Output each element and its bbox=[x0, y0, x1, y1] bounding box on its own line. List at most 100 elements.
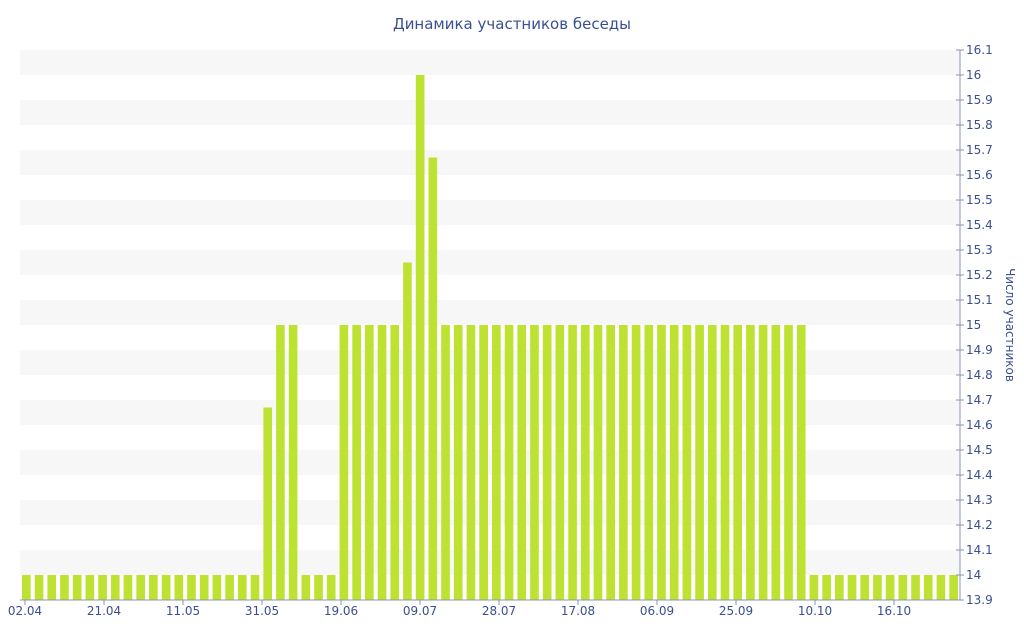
bar[interactable] bbox=[85, 575, 95, 600]
bar[interactable] bbox=[339, 325, 349, 600]
x-tick-label: 31.05 bbox=[245, 604, 279, 618]
bar[interactable] bbox=[479, 325, 488, 600]
bar[interactable] bbox=[911, 575, 920, 600]
bar[interactable] bbox=[517, 325, 527, 600]
bar[interactable] bbox=[377, 325, 387, 600]
bar[interactable] bbox=[542, 325, 552, 600]
bar[interactable] bbox=[352, 325, 361, 600]
bar[interactable] bbox=[123, 575, 133, 600]
bar[interactable] bbox=[873, 575, 882, 600]
bar[interactable] bbox=[606, 325, 615, 600]
bar[interactable] bbox=[593, 325, 603, 600]
x-tick-label: 17.08 bbox=[561, 604, 595, 618]
bar[interactable] bbox=[428, 157, 438, 601]
bar[interactable] bbox=[276, 325, 285, 600]
bar[interactable] bbox=[199, 575, 209, 600]
bar[interactable] bbox=[822, 575, 831, 600]
y-tick-label: 15.9 bbox=[966, 93, 993, 107]
y-tick-label: 15.5 bbox=[966, 193, 993, 207]
x-tick-label: 11.05 bbox=[166, 604, 200, 618]
bar[interactable] bbox=[263, 407, 273, 601]
bar[interactable] bbox=[212, 575, 222, 600]
grid-band bbox=[20, 350, 960, 375]
bar[interactable] bbox=[949, 575, 958, 600]
bar[interactable] bbox=[720, 325, 730, 600]
bar[interactable] bbox=[34, 575, 44, 600]
bar[interactable] bbox=[682, 325, 692, 600]
bar[interactable] bbox=[860, 575, 870, 600]
bar[interactable] bbox=[237, 575, 247, 600]
bar[interactable] bbox=[580, 325, 590, 600]
bar[interactable] bbox=[885, 575, 895, 600]
bar[interactable] bbox=[619, 325, 628, 600]
y-tick-label: 14.1 bbox=[966, 543, 993, 557]
bar[interactable] bbox=[187, 575, 196, 600]
x-tick-label: 21.04 bbox=[87, 604, 121, 618]
bar[interactable] bbox=[60, 575, 69, 600]
bar[interactable] bbox=[110, 575, 120, 600]
bar[interactable] bbox=[796, 325, 806, 600]
bar[interactable] bbox=[758, 325, 768, 600]
grid-band bbox=[20, 100, 960, 125]
bar[interactable] bbox=[390, 325, 400, 600]
x-tick-label: 19.06 bbox=[324, 604, 358, 618]
bar[interactable] bbox=[568, 325, 577, 600]
x-tick-label: 16.10 bbox=[877, 604, 911, 618]
x-tick-label: 06.09 bbox=[640, 604, 674, 618]
bar[interactable] bbox=[250, 575, 260, 600]
bar[interactable] bbox=[809, 575, 819, 600]
bar[interactable] bbox=[225, 575, 234, 600]
bar[interactable] bbox=[301, 575, 311, 600]
bar[interactable] bbox=[72, 575, 82, 600]
bar[interactable] bbox=[835, 575, 844, 600]
grid-band bbox=[20, 500, 960, 525]
bar[interactable] bbox=[441, 325, 450, 600]
y-tick-label: 15.4 bbox=[966, 218, 993, 232]
bar[interactable] bbox=[453, 325, 463, 600]
bar[interactable] bbox=[733, 325, 743, 600]
bar[interactable] bbox=[98, 575, 107, 600]
bar[interactable] bbox=[174, 575, 184, 600]
bar[interactable] bbox=[314, 575, 323, 600]
bar[interactable] bbox=[47, 575, 57, 600]
y-tick-label: 15.3 bbox=[966, 243, 993, 257]
bar[interactable] bbox=[403, 262, 412, 601]
bar[interactable] bbox=[492, 325, 501, 600]
bar[interactable] bbox=[657, 325, 666, 600]
bar[interactable] bbox=[466, 325, 476, 600]
bar[interactable] bbox=[530, 325, 539, 600]
bar[interactable] bbox=[707, 325, 717, 600]
bar[interactable] bbox=[415, 75, 425, 600]
grid-band bbox=[20, 300, 960, 325]
bar[interactable] bbox=[136, 575, 145, 600]
grid-band bbox=[20, 50, 960, 75]
bar[interactable] bbox=[149, 575, 158, 600]
bar[interactable] bbox=[669, 325, 679, 600]
bar[interactable] bbox=[771, 325, 781, 600]
bar[interactable] bbox=[288, 325, 298, 600]
bar[interactable] bbox=[936, 575, 946, 600]
bar[interactable] bbox=[504, 325, 514, 600]
bar[interactable] bbox=[784, 325, 793, 600]
y-tick-label: 14.4 bbox=[966, 468, 993, 482]
bar[interactable] bbox=[326, 575, 336, 600]
bar[interactable] bbox=[695, 325, 704, 600]
bar[interactable] bbox=[898, 575, 908, 600]
bar[interactable] bbox=[746, 325, 755, 600]
bar[interactable] bbox=[847, 575, 857, 600]
grid-bands bbox=[20, 50, 960, 575]
grid-band bbox=[20, 450, 960, 475]
bar[interactable] bbox=[365, 325, 374, 600]
grid-band bbox=[20, 250, 960, 275]
bar[interactable] bbox=[923, 575, 933, 600]
bar[interactable] bbox=[644, 325, 654, 600]
bar[interactable] bbox=[631, 325, 641, 600]
bar[interactable] bbox=[555, 325, 565, 600]
grid-band bbox=[20, 150, 960, 175]
bar[interactable] bbox=[161, 575, 171, 600]
bar[interactable] bbox=[22, 575, 31, 600]
chart-title: Динамика участников беседы bbox=[393, 15, 631, 33]
bars-group bbox=[22, 75, 958, 600]
